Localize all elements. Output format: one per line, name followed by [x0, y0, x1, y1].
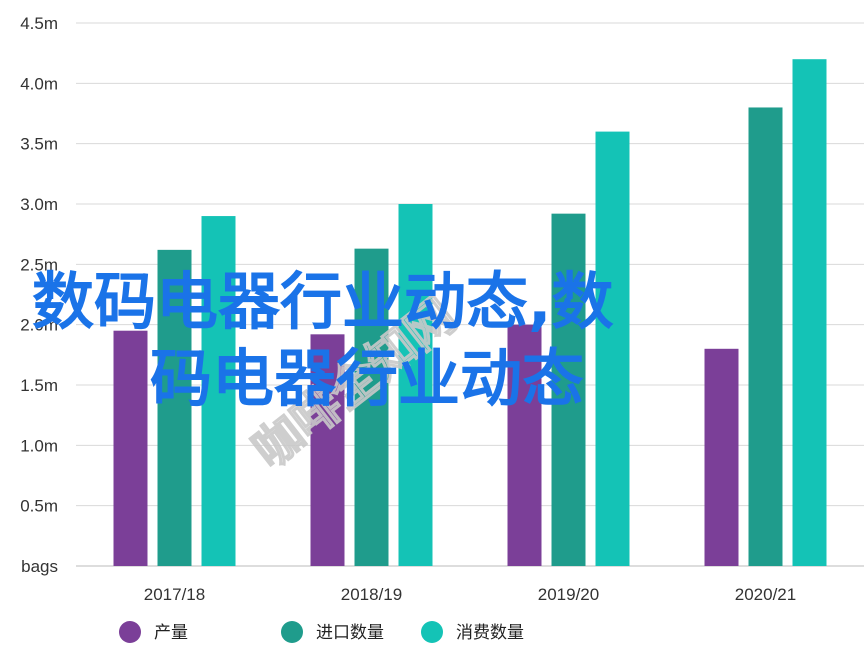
y-tick-label: 1.0m	[20, 436, 58, 455]
x-tick-label: 2020/21	[735, 585, 796, 604]
legend-marker	[281, 621, 303, 643]
legend: 产量 进口数量 消费数量	[119, 621, 524, 643]
bar	[113, 330, 148, 566]
overlay-title-line-2: 码电器行业动态	[150, 342, 584, 415]
y-tick-label: 1.5m	[20, 376, 58, 395]
bar	[354, 248, 389, 566]
y-tick-label: 3.5m	[20, 135, 58, 154]
bar	[201, 216, 236, 567]
legend-label: 产量	[154, 623, 188, 642]
y-axis-ticks: bags 0.5m 1.0m 1.5m 2.0m 2.5m 3.0m 3.5m 4.0m 4.5m	[20, 14, 58, 576]
bar	[551, 213, 586, 567]
y-tick-label: 4.0m	[20, 74, 58, 93]
legend-marker	[421, 621, 443, 643]
x-tick-label: 2018/19	[341, 585, 402, 604]
y-tick-label: 2.5m	[20, 255, 58, 274]
bar	[398, 204, 433, 566]
bar	[310, 334, 345, 566]
x-tick-label: 2017/18	[144, 585, 205, 604]
y-tick-label: bags	[21, 557, 58, 576]
legend-label: 消费数量	[456, 623, 524, 642]
bar	[157, 249, 192, 566]
bars	[113, 59, 827, 567]
y-tick-label: 2.0m	[20, 316, 58, 335]
bar	[748, 107, 783, 566]
bar	[507, 324, 542, 566]
x-axis-ticks: 2017/18 2018/19 2019/20 2020/21	[144, 585, 796, 604]
legend-marker	[119, 621, 141, 643]
y-tick-label: 0.5m	[20, 497, 58, 516]
bar	[792, 59, 827, 566]
x-tick-label: 2019/20	[538, 585, 599, 604]
y-tick-label: 4.5m	[20, 14, 58, 33]
bar	[704, 348, 739, 566]
overlay-title-line-1: 数码电器行业动态,数	[32, 265, 614, 338]
bar	[595, 131, 630, 566]
legend-label: 进口数量	[316, 623, 384, 642]
y-tick-label: 3.0m	[20, 195, 58, 214]
